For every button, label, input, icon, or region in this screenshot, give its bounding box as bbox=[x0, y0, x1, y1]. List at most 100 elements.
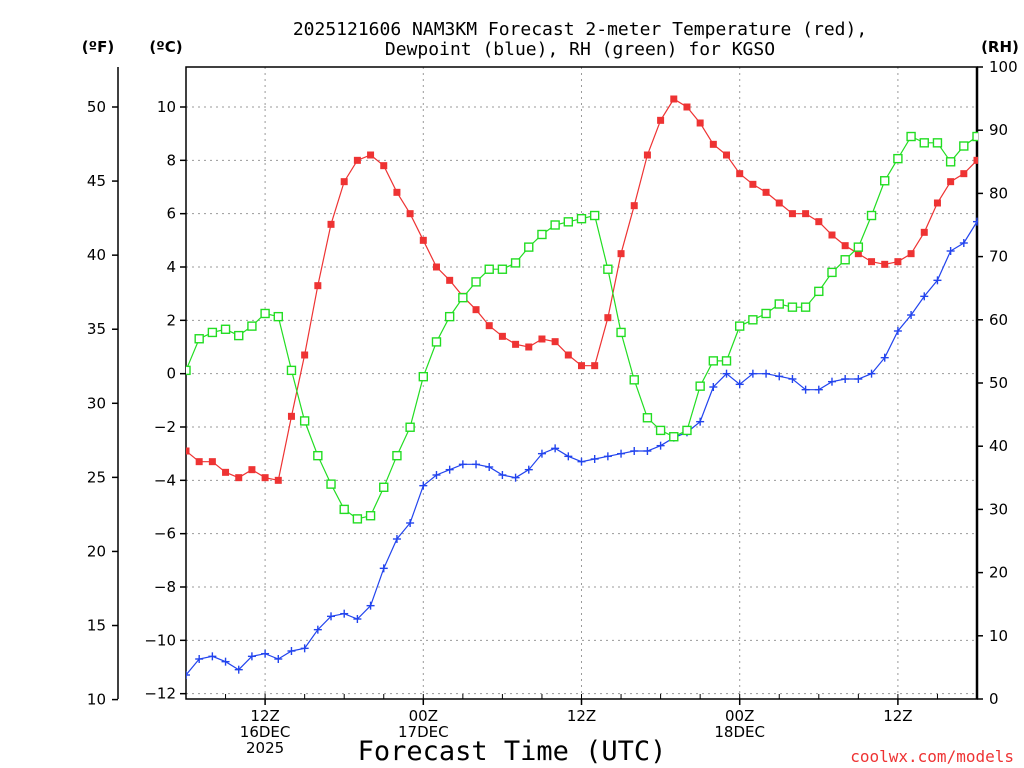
fahrenheit-tick-label: 35 bbox=[87, 320, 106, 338]
dewpoint-point bbox=[392, 535, 401, 543]
temperature-point bbox=[498, 332, 506, 340]
x-axis-title: Forecast Time (UTC) bbox=[358, 736, 667, 767]
rh-point bbox=[735, 321, 745, 331]
rh-point bbox=[418, 371, 428, 382]
dewpoint-point bbox=[933, 276, 942, 285]
fahrenheit-tick-label: 50 bbox=[87, 98, 106, 116]
dewpoint-point bbox=[827, 377, 836, 386]
x-tick-label: 18DEC bbox=[714, 723, 765, 741]
temperature-point bbox=[709, 140, 717, 148]
rh-point bbox=[840, 255, 850, 265]
temperature-point bbox=[788, 210, 796, 218]
temperature-point bbox=[881, 260, 889, 268]
dewpoint-point bbox=[458, 460, 467, 469]
temperature-point bbox=[696, 119, 704, 127]
dewpoint-point bbox=[274, 655, 283, 663]
rh-point bbox=[932, 138, 943, 148]
rh-point bbox=[669, 432, 679, 442]
dewpoint-point bbox=[735, 380, 744, 389]
dewpoint-point bbox=[247, 652, 256, 661]
rh-point bbox=[945, 157, 956, 167]
x-tick-label: 2025 bbox=[246, 739, 284, 757]
rh-point bbox=[827, 267, 837, 278]
rh-point bbox=[550, 220, 560, 230]
dewpoint-point bbox=[907, 311, 916, 319]
temperature-point bbox=[261, 474, 269, 482]
dewpoint-point bbox=[880, 353, 889, 362]
dewpoint-point bbox=[643, 447, 652, 455]
rh-point bbox=[800, 302, 811, 312]
dewpoint-point bbox=[186, 671, 190, 679]
dewpoint-point bbox=[366, 601, 375, 610]
rh-point bbox=[339, 504, 349, 515]
temperature-point bbox=[186, 447, 190, 455]
temperature-point bbox=[287, 412, 295, 420]
rh-point bbox=[273, 311, 283, 322]
rh-point bbox=[365, 511, 376, 521]
rh-point bbox=[959, 141, 969, 151]
temperature-point bbox=[432, 263, 440, 271]
dewpoint-point bbox=[327, 612, 336, 621]
dewpoint-point bbox=[748, 369, 757, 378]
rh-point bbox=[431, 337, 442, 347]
dewpoint-point bbox=[959, 239, 968, 247]
rh-point bbox=[589, 210, 600, 221]
temperature-point bbox=[736, 170, 744, 178]
x-tick-label: 12Z bbox=[567, 707, 596, 725]
rh-point bbox=[616, 327, 626, 338]
dewpoint-point bbox=[313, 625, 322, 634]
rh-point bbox=[194, 334, 204, 344]
dewpoint-point bbox=[973, 217, 978, 226]
rh-point bbox=[484, 264, 494, 274]
temperature-point bbox=[195, 458, 203, 466]
temperature-point bbox=[960, 170, 968, 178]
rh-tick-label: 50 bbox=[989, 374, 1008, 392]
dewpoint-point bbox=[287, 647, 296, 655]
rh-tick-label: 90 bbox=[989, 121, 1008, 139]
rh-point bbox=[458, 292, 468, 303]
dewpoint-point bbox=[445, 465, 454, 474]
rh-point bbox=[761, 308, 771, 319]
temperature-point bbox=[393, 188, 401, 196]
rh-point bbox=[352, 514, 363, 524]
temperature-point bbox=[604, 314, 612, 322]
rh-point bbox=[563, 217, 574, 227]
dewpoint-point bbox=[775, 372, 784, 381]
dewpoint-point bbox=[656, 441, 665, 450]
celsius-tick-label: −8 bbox=[154, 578, 176, 596]
temperature-point bbox=[512, 340, 520, 348]
rh-point bbox=[972, 131, 978, 142]
dewpoint-point bbox=[419, 481, 428, 490]
dewpoint-point bbox=[801, 385, 810, 394]
rh-point bbox=[392, 450, 402, 461]
dewpoint-point bbox=[472, 460, 481, 469]
temperature-point bbox=[657, 116, 665, 124]
series-clip-group bbox=[186, 95, 978, 679]
fahrenheit-tick-label: 15 bbox=[87, 617, 106, 635]
dewpoint-point bbox=[867, 369, 876, 378]
dewpoint-point bbox=[300, 644, 309, 653]
rh-point bbox=[748, 315, 758, 325]
temperature-point bbox=[235, 474, 243, 482]
temperature-point bbox=[274, 476, 282, 484]
x-tick-label: 12Z bbox=[250, 707, 279, 725]
fahrenheit-tick-label: 45 bbox=[87, 172, 106, 190]
credit-link[interactable]: coolwx.com/models bbox=[850, 747, 1014, 766]
x-tick-label: 17DEC bbox=[398, 723, 449, 741]
rh-point bbox=[471, 277, 481, 287]
celsius-tick-label: −6 bbox=[154, 525, 176, 543]
rh-point bbox=[497, 264, 508, 274]
rh-point bbox=[299, 416, 310, 426]
temperature-point bbox=[868, 258, 876, 266]
celsius-tick-label: −10 bbox=[144, 631, 176, 649]
x-tick-label: 00Z bbox=[725, 707, 754, 725]
temperature-point bbox=[419, 236, 427, 244]
rh-point bbox=[186, 365, 191, 376]
temperature-point bbox=[907, 250, 915, 258]
fahrenheit-tick-label: 10 bbox=[87, 691, 106, 709]
rh-point bbox=[247, 321, 257, 331]
temperature-point bbox=[314, 282, 322, 290]
fahrenheit-tick-label: 40 bbox=[87, 246, 106, 264]
rh-point bbox=[537, 229, 547, 240]
rh-point bbox=[642, 413, 653, 423]
